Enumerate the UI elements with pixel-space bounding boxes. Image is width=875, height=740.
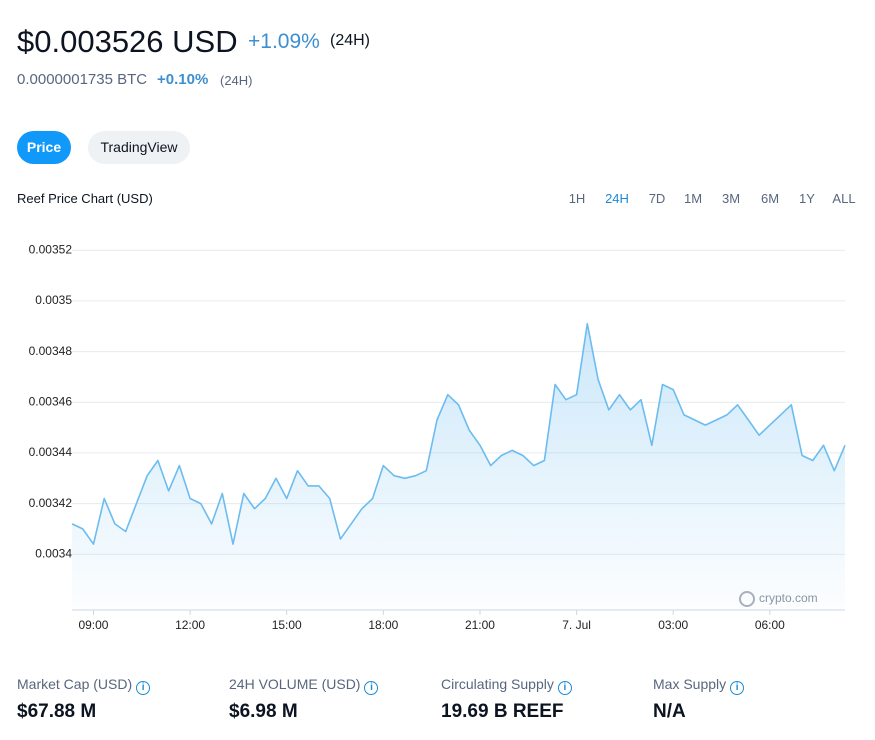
range-button[interactable]: 24H bbox=[605, 191, 629, 206]
x-tick-label: 03:00 bbox=[658, 618, 688, 632]
info-icon[interactable]: i bbox=[730, 681, 745, 695]
stat-value: $6.98 M bbox=[229, 701, 298, 722]
range-button[interactable]: ALL bbox=[832, 191, 856, 206]
tab[interactable]: Price bbox=[17, 131, 71, 164]
area-fill bbox=[72, 323, 845, 610]
chart-title: Reef Price Chart (USD) bbox=[17, 191, 153, 206]
btc-price: 0.0000001735 BTC bbox=[17, 71, 148, 88]
range-button[interactable]: 6M bbox=[760, 191, 780, 206]
stat-label: 24H VOLUME (USD) i bbox=[229, 676, 379, 695]
info-icon[interactable]: i bbox=[136, 681, 151, 695]
range-button[interactable]: 1Y bbox=[799, 191, 815, 206]
y-tick-label: 0.0035 bbox=[35, 293, 72, 307]
range-button[interactable]: 1M bbox=[683, 191, 703, 206]
stat-label: Max Supply i bbox=[653, 676, 745, 695]
price-period: (24H) bbox=[330, 32, 371, 49]
stat-value: N/A bbox=[653, 701, 686, 722]
range-button[interactable]: 1H bbox=[568, 191, 586, 206]
info-icon[interactable]: i bbox=[364, 681, 379, 695]
stat-label: Circulating Supply i bbox=[441, 676, 572, 695]
btc-change: +0.10% bbox=[157, 71, 209, 88]
info-icon[interactable]: i bbox=[557, 681, 572, 695]
range-button[interactable]: 7D bbox=[648, 191, 666, 206]
x-tick-label: 15:00 bbox=[272, 618, 302, 632]
plot: 0.0034 0.00342 0.00344 0.00346 0.00348 0.0035… bbox=[29, 242, 846, 632]
btc-period: (24H) bbox=[220, 73, 253, 88]
price-change: +1.09% bbox=[248, 30, 320, 53]
stat-value: 19.69 B REEF bbox=[441, 701, 564, 722]
y-tick-label: 0.00342 bbox=[29, 496, 73, 510]
tab[interactable]: TradingView bbox=[88, 131, 190, 164]
x-tick-label: 21:00 bbox=[465, 618, 495, 632]
stat-label: Market Cap (USD) i bbox=[17, 676, 151, 695]
x-tick-label: 06:00 bbox=[755, 618, 785, 632]
watermark-text: crypto.com bbox=[759, 591, 818, 605]
y-tick-label: 0.00352 bbox=[29, 242, 73, 256]
price-line bbox=[71, 322, 846, 545]
y-tick-label: 0.00348 bbox=[29, 344, 73, 358]
stat-value: $67.88 M bbox=[17, 701, 97, 722]
x-tick-label: 7. Jul bbox=[562, 618, 591, 632]
y-tick-label: 0.0034 bbox=[35, 546, 72, 560]
range-button[interactable]: 3M bbox=[721, 191, 741, 206]
x-tick-label: 09:00 bbox=[78, 618, 108, 632]
price: $0.003526 USD bbox=[17, 24, 238, 59]
y-tick-label: 0.00346 bbox=[29, 394, 73, 408]
y-tick-label: 0.00344 bbox=[29, 445, 73, 459]
watermark: crypto.com bbox=[739, 591, 818, 607]
x-tick-label: 18:00 bbox=[368, 618, 398, 632]
x-tick-label: 12:00 bbox=[175, 618, 205, 632]
